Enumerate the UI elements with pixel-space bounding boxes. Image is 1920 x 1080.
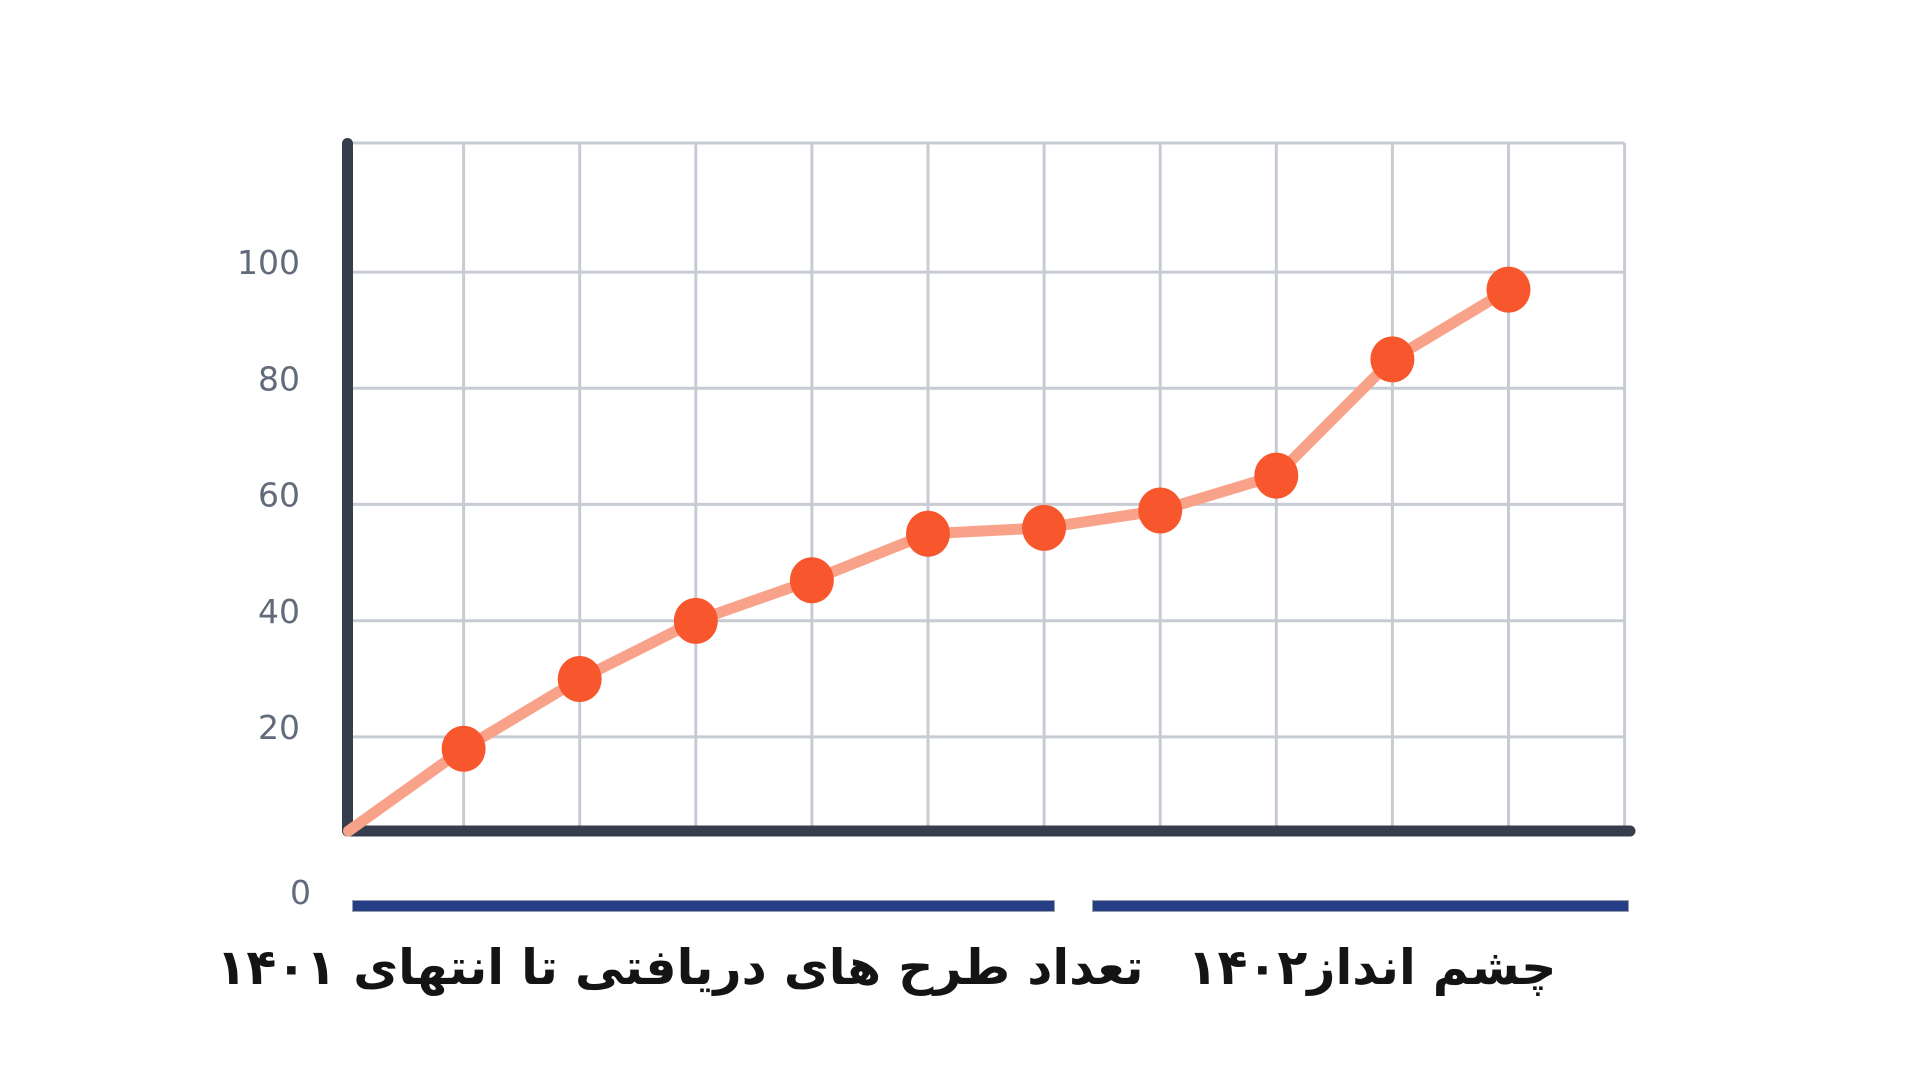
data-point-marker xyxy=(557,656,602,703)
data-point-marker xyxy=(1022,504,1067,551)
data-point-marker xyxy=(673,597,718,644)
grid xyxy=(347,141,1627,831)
y-axis-tick-label: 80 xyxy=(258,359,300,398)
data-point-marker xyxy=(441,725,486,772)
y-axis-tick-label: 0 xyxy=(290,873,311,912)
y-axis-labels: 100 80 60 40 20 0 xyxy=(237,243,311,912)
data-point-marker xyxy=(789,557,834,604)
y-axis-tick-label: 40 xyxy=(258,592,300,631)
data-points xyxy=(441,266,1531,772)
data-point-marker xyxy=(1486,266,1531,313)
segment-bar-1401 xyxy=(352,900,1055,912)
segment-bar-1402 xyxy=(1092,900,1629,912)
y-axis-tick-label: 60 xyxy=(258,476,300,515)
data-point-marker xyxy=(1370,336,1415,383)
data-point-marker xyxy=(1254,452,1299,499)
segment-label-1402: چشم انداز۱۴۰۲ xyxy=(1187,939,1557,996)
y-axis-tick-label: 100 xyxy=(237,243,300,282)
segment-label-1401: تعداد طرح های دریافتی تا انتهای ۱۴۰۱ xyxy=(216,939,1144,996)
y-axis-tick-label: 20 xyxy=(258,708,300,747)
data-point-marker xyxy=(906,510,950,557)
axes xyxy=(342,138,1636,837)
data-point-marker xyxy=(1138,487,1183,534)
